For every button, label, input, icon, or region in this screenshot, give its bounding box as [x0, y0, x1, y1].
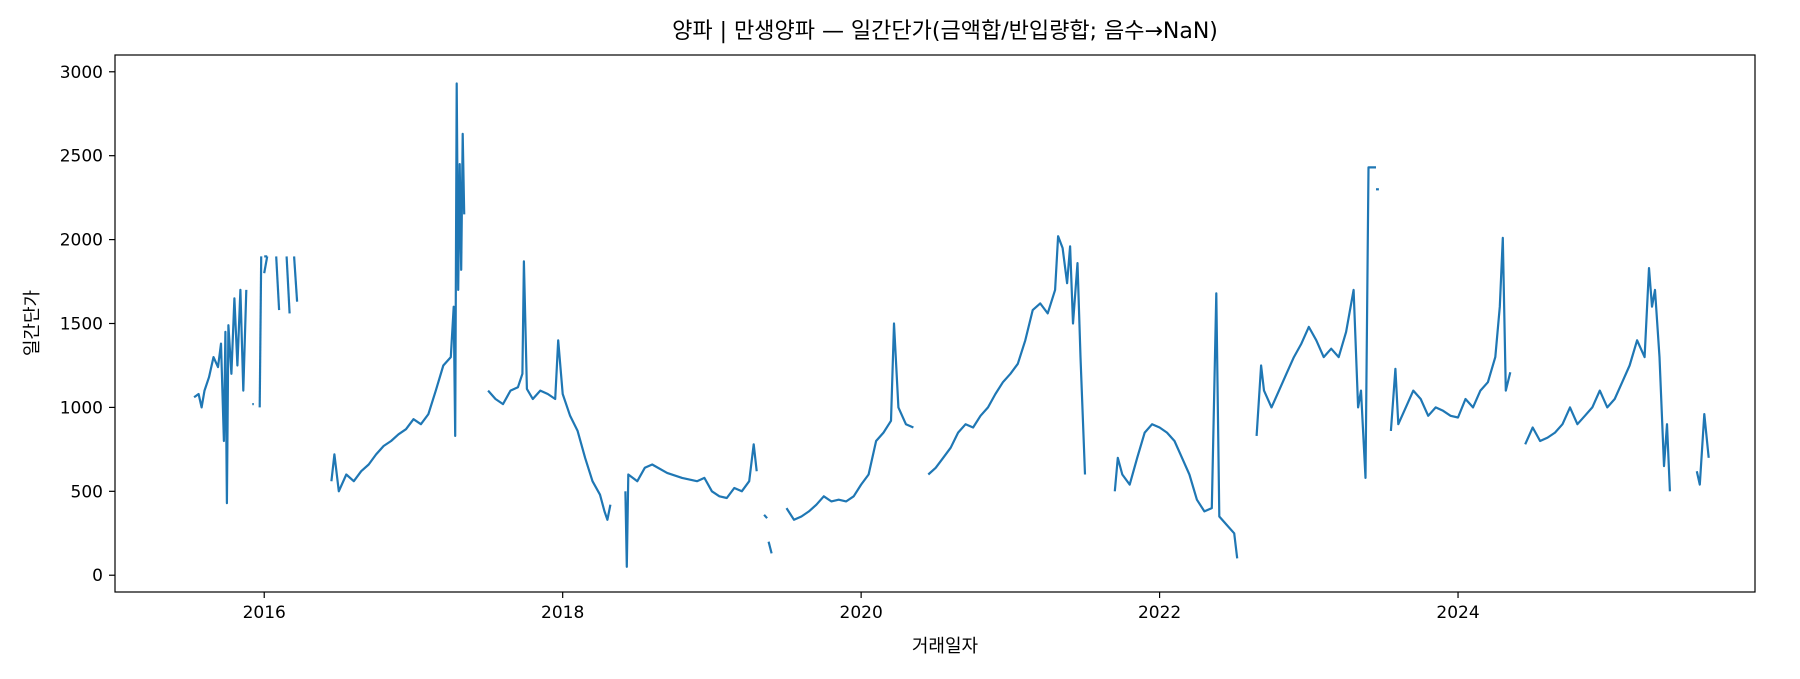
series-line-segment	[285, 256, 291, 314]
x-axis-label: 거래일자	[912, 636, 979, 657]
series-line-segment	[927, 235, 1087, 476]
y-tick-label: 500	[71, 482, 103, 502]
series-line-segment	[193, 288, 248, 505]
series-line-segment	[1255, 166, 1376, 479]
plot-frame	[114, 54, 1756, 593]
series-line-segment	[1524, 267, 1671, 492]
x-tick-label: 2024	[1436, 603, 1479, 623]
x-tick-label: 2022	[1138, 603, 1181, 623]
series-line-segment	[624, 443, 758, 568]
x-tick-label: 2018	[541, 603, 584, 623]
series-line-segment	[785, 322, 914, 521]
x-tick-label: 2020	[840, 603, 883, 623]
x-tick-label: 2016	[243, 603, 286, 623]
series-line-segment	[330, 82, 466, 493]
series-line-segment	[275, 256, 281, 311]
y-tick-label: 1500	[60, 315, 103, 335]
chart-title: 양파 | 만생양파 — 일간단가(금액합/반입량합; 음수→NaN)	[672, 19, 1218, 44]
y-axis: 0 500 1000 1500 2000 2500 3000	[60, 63, 115, 586]
series-line-segment	[258, 256, 263, 408]
series-line-segment	[1695, 413, 1710, 486]
y-tick-label: 1000	[60, 398, 103, 418]
y-tick-label: 2000	[60, 231, 103, 251]
series-line-segment	[487, 260, 612, 521]
plot-area	[193, 82, 1710, 568]
x-axis: 2016 2018 2020 2022 2024	[243, 592, 1480, 623]
series-line-segment	[263, 256, 269, 274]
y-tick-label: 0	[92, 566, 103, 586]
series-line-segment	[1113, 292, 1239, 559]
series-line-segment	[293, 256, 299, 302]
series-line-segment	[763, 514, 768, 519]
y-tick-label: 3000	[60, 63, 103, 83]
y-tick-label: 2500	[60, 147, 103, 167]
series-line-segment	[1389, 236, 1512, 431]
series-line-segment	[767, 541, 773, 554]
y-axis-label: 일간단가	[22, 290, 43, 356]
